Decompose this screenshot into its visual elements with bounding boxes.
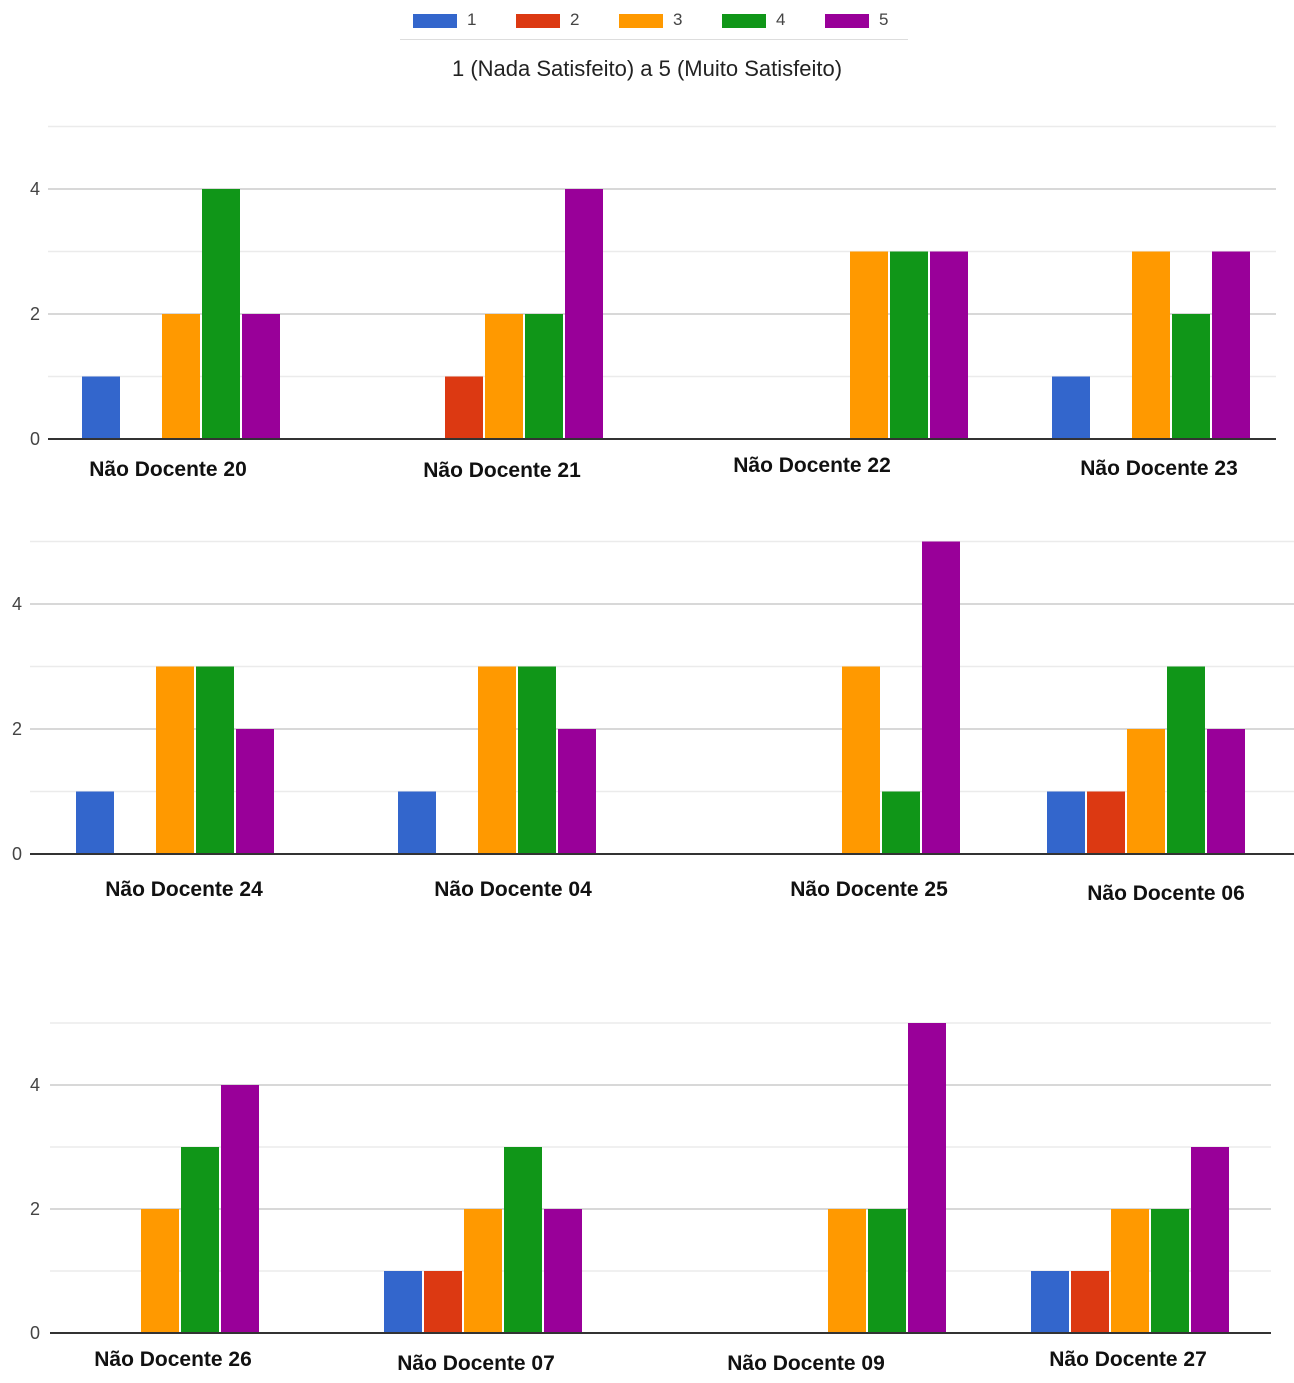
bar-3 <box>1132 251 1170 439</box>
legend-label-4: 4 <box>776 10 786 29</box>
bar-3 <box>478 666 516 854</box>
category-label: Não Docente 09 <box>727 1352 885 1375</box>
category-label: Não Docente 20 <box>89 458 247 481</box>
bar-5 <box>558 729 596 854</box>
bar-2 <box>445 376 483 439</box>
y-tick-label: 4 <box>30 179 40 199</box>
bar-5 <box>221 1085 259 1333</box>
legend-swatch-3 <box>619 14 663 28</box>
bar-4 <box>196 666 234 854</box>
legend-label-1: 1 <box>467 10 477 29</box>
legend-swatch-5 <box>825 14 869 28</box>
bar-4 <box>890 251 928 439</box>
bar-3 <box>828 1209 866 1333</box>
bar-1 <box>398 791 436 854</box>
y-tick-label: 4 <box>30 1075 40 1095</box>
bar-4 <box>1167 666 1205 854</box>
bar-1 <box>1052 376 1090 439</box>
bar-5 <box>544 1209 582 1333</box>
y-tick-label: 2 <box>12 719 22 739</box>
category-label: Não Docente 26 <box>94 1348 252 1371</box>
legend-label-3: 3 <box>673 10 683 29</box>
category-label: Não Docente 24 <box>105 878 263 901</box>
y-tick-label: 2 <box>30 304 40 324</box>
legend-label-2: 2 <box>570 10 580 29</box>
legend-swatch-4 <box>722 14 766 28</box>
bar-5 <box>930 251 968 439</box>
bar-4 <box>518 666 556 854</box>
bar-4 <box>202 189 240 439</box>
bar-4 <box>181 1147 219 1333</box>
legend-label-5: 5 <box>879 10 889 29</box>
legend-divider <box>400 39 908 40</box>
bar-3 <box>842 666 880 854</box>
chart-legend: 1 2 3 4 5 <box>0 6 1294 36</box>
bar-5 <box>565 189 603 439</box>
bar-5 <box>236 729 274 854</box>
bar-5 <box>908 1023 946 1333</box>
bar-3 <box>850 251 888 439</box>
bar-4 <box>868 1209 906 1333</box>
bar-5 <box>1191 1147 1229 1333</box>
bar-2 <box>424 1271 462 1333</box>
bar-4 <box>1151 1209 1189 1333</box>
bar-2 <box>1071 1271 1109 1333</box>
bar-5 <box>242 314 280 439</box>
legend-swatch-1 <box>413 14 457 28</box>
bar-3 <box>141 1209 179 1333</box>
bar-1 <box>1047 791 1085 854</box>
bar-5 <box>1207 729 1245 854</box>
bar-3 <box>1111 1209 1149 1333</box>
category-label: Não Docente 21 <box>423 459 581 482</box>
bar-4 <box>1172 314 1210 439</box>
category-label: Não Docente 25 <box>790 878 948 901</box>
chart-subtitle: 1 (Nada Satisfeito) a 5 (Muito Satisfeit… <box>451 56 843 81</box>
legend-swatch-2 <box>516 14 560 28</box>
bar-1 <box>82 376 120 439</box>
category-label: Não Docente 22 <box>733 454 891 477</box>
bar-2 <box>1087 791 1125 854</box>
category-label: Não Docente 04 <box>434 878 592 901</box>
y-tick-label: 0 <box>12 844 22 864</box>
bar-4 <box>504 1147 542 1333</box>
bar-4 <box>525 314 563 439</box>
bar-3 <box>156 666 194 854</box>
y-tick-label: 2 <box>30 1199 40 1219</box>
bar-3 <box>464 1209 502 1333</box>
y-tick-label: 4 <box>12 594 22 614</box>
bar-1 <box>384 1271 422 1333</box>
bar-1 <box>76 791 114 854</box>
bar-1 <box>1031 1271 1069 1333</box>
y-tick-label: 0 <box>30 429 40 449</box>
bar-4 <box>882 791 920 854</box>
y-tick-label: 0 <box>30 1323 40 1343</box>
bar-3 <box>162 314 200 439</box>
category-label: Não Docente 06 <box>1087 882 1245 905</box>
bar-5 <box>922 541 960 854</box>
bar-5 <box>1212 251 1250 439</box>
category-label: Não Docente 07 <box>397 1352 555 1375</box>
bar-3 <box>485 314 523 439</box>
bar-3 <box>1127 729 1165 854</box>
category-label: Não Docente 23 <box>1080 457 1238 480</box>
category-label: Não Docente 27 <box>1049 1348 1207 1371</box>
